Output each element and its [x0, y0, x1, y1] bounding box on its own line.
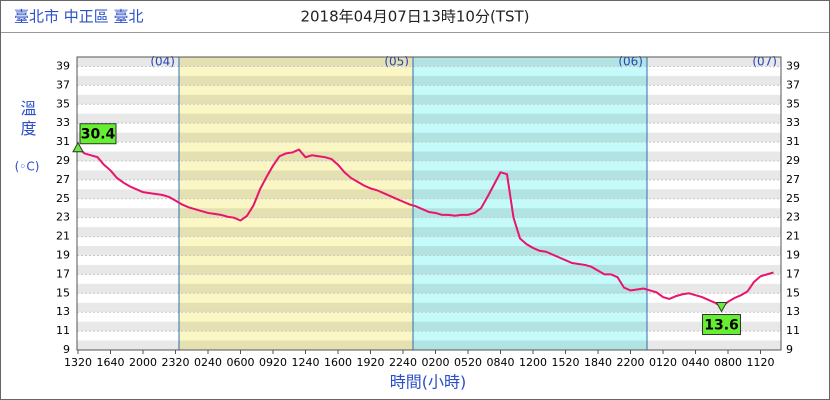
- day-band: [77, 57, 179, 350]
- grid-band: [77, 75, 781, 86]
- y-tick-label: 15: [56, 286, 70, 299]
- grid-band: [77, 340, 781, 350]
- y-tick-label: 27: [56, 173, 70, 186]
- temperature-line: [77, 146, 774, 308]
- y-tick-label: 35: [56, 97, 70, 110]
- y-tick-label: 11: [56, 324, 70, 337]
- y-tick-label-right: 13: [786, 305, 800, 318]
- y-tick-label: 19: [56, 248, 70, 261]
- y-tick-label-right: 15: [786, 286, 800, 299]
- y-tick-label: 23: [56, 211, 70, 224]
- y-tick-label: 9: [63, 343, 70, 356]
- min-label: 13.6: [704, 318, 739, 334]
- grid-band: [77, 170, 781, 180]
- y-tick-label-right: 9: [786, 343, 793, 356]
- y-tick-label-right: 25: [786, 192, 800, 205]
- x-tick-label: 2320: [162, 356, 190, 369]
- x-tick-label: 0600: [227, 356, 255, 369]
- x-tick-label: 0840: [487, 356, 515, 369]
- min-marker: [715, 302, 728, 313]
- x-tick-label: 0520: [454, 356, 482, 369]
- x-tick-label: 2000: [129, 356, 157, 369]
- x-tick-label: 1840: [584, 356, 612, 369]
- grid-band: [77, 151, 781, 161]
- y-tick-label: 29: [56, 154, 70, 167]
- grid-band: [77, 132, 781, 143]
- plot: (04) (05) (06) (07) 9 9 11 11 13 13 15 15 17 17 19 19 21…: [56, 55, 800, 370]
- y-tick-label-right: 35: [786, 97, 800, 110]
- y-tick-label-right: 39: [786, 59, 800, 72]
- grid-band: [77, 283, 781, 294]
- x-tick-label: 2240: [389, 356, 417, 369]
- day-label: (07): [752, 55, 777, 69]
- y-tick-label: 21: [56, 230, 70, 243]
- day-band: [647, 57, 781, 350]
- y-tick-label-right: 21: [786, 230, 800, 243]
- day-label: (05): [384, 55, 409, 69]
- grid-band: [77, 264, 781, 275]
- grid-band: [77, 321, 781, 332]
- y-tick-label: 17: [56, 267, 70, 280]
- y-tick-label-right: 37: [786, 78, 800, 91]
- min-label-box: [702, 314, 741, 336]
- x-tick-label: 1120: [747, 356, 775, 369]
- max-label: 30.4: [81, 127, 116, 143]
- x-tick-label: 0120: [649, 356, 677, 369]
- grid-band: [77, 57, 781, 67]
- y-tick-label: 25: [56, 192, 70, 205]
- max-label-box: [79, 123, 117, 145]
- grid-band: [77, 94, 781, 105]
- y-tick-label: 31: [56, 135, 70, 148]
- grid-band: [77, 227, 781, 237]
- x-label: 時間(小時): [390, 373, 467, 392]
- y-tick-label: 33: [56, 116, 70, 129]
- x-tick-label: 1200: [519, 356, 547, 369]
- day-label: (04): [150, 55, 175, 69]
- x-tick-label: 0440: [682, 356, 710, 369]
- y-tick-label-right: 23: [786, 211, 800, 224]
- y-tick-label: 39: [56, 59, 70, 72]
- grid-band: [77, 246, 781, 256]
- chart-title: 2018年04月07日13時10分(TST): [300, 8, 529, 26]
- y-tick-label-right: 31: [786, 135, 800, 148]
- y-unit: (◦C): [15, 160, 40, 174]
- x-tick-label: 0200: [422, 356, 450, 369]
- day-band: [413, 57, 647, 350]
- plot-border: [76, 56, 782, 351]
- day-label: (06): [618, 55, 643, 69]
- x-tick-label: 2200: [617, 356, 645, 369]
- x-tick-label: 1640: [97, 356, 125, 369]
- grid-band: [77, 189, 781, 199]
- y-tick-label-right: 33: [786, 116, 800, 129]
- x-tick-label: 0240: [194, 356, 222, 369]
- x-tick-label: 1520: [552, 356, 580, 369]
- y-tick-label-right: 17: [786, 267, 800, 280]
- x-tick-label: 1320: [64, 356, 92, 369]
- x-tick-label: 1240: [292, 356, 320, 369]
- y-tick-label-right: 29: [786, 154, 800, 167]
- x-tick-label: 0800: [714, 356, 742, 369]
- x-tick-label: 1920: [357, 356, 385, 369]
- location: 臺北市 中正區 臺北: [14, 8, 144, 26]
- grid-band: [77, 302, 781, 313]
- grid-band: [77, 113, 781, 124]
- y-tick-label-right: 11: [786, 324, 800, 337]
- max-marker: [72, 141, 84, 153]
- y-tick-label: 37: [56, 78, 70, 91]
- y-tick-label-right: 27: [786, 173, 800, 186]
- x-tick-label: 0920: [259, 356, 287, 369]
- x-tick-label: 1600: [324, 356, 352, 369]
- y-label: 溫度: [18, 100, 37, 140]
- day-band: [179, 57, 413, 350]
- y-tick-label-right: 19: [786, 248, 800, 261]
- y-tick-label: 13: [56, 305, 70, 318]
